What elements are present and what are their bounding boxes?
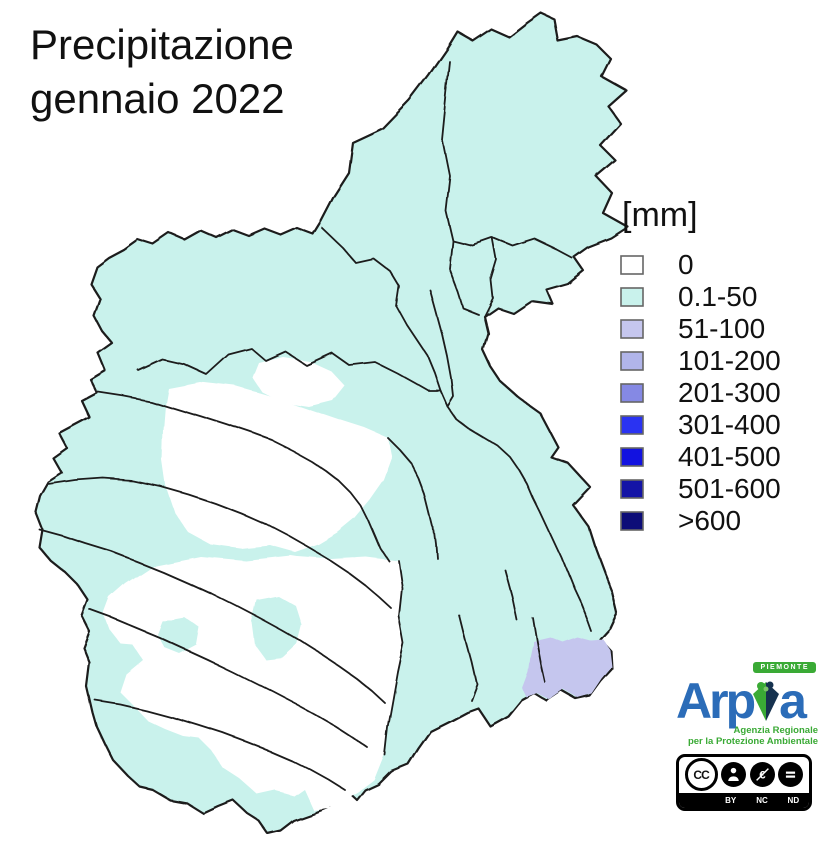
map-title-line1: Precipitazione bbox=[30, 21, 294, 68]
cc-license-icons: CC € bbox=[679, 757, 809, 793]
arpa-tagline-line1: Agenzia Regionale bbox=[733, 725, 818, 736]
person-icon bbox=[728, 768, 739, 782]
cc-license-labels: BY NC ND bbox=[679, 792, 809, 808]
legend-label: 0.1-50 bbox=[678, 281, 758, 312]
mid-precip-area-southeast bbox=[522, 637, 612, 700]
legend-row-1: 0.1-50 bbox=[620, 281, 781, 313]
legend-swatch-rect bbox=[620, 415, 644, 435]
zero-precip-area-north bbox=[252, 356, 344, 406]
legend-swatch-4 bbox=[620, 383, 644, 403]
legend-swatch-1 bbox=[620, 287, 644, 307]
legend-row-8: >600 bbox=[620, 505, 781, 537]
legend-label: 401-500 bbox=[678, 441, 781, 472]
low-precip-patch-1 bbox=[158, 618, 200, 654]
cc-nc-label: NC bbox=[756, 795, 768, 805]
legend-swatch-2 bbox=[620, 319, 644, 339]
legend-row-7: 501-600 bbox=[620, 473, 781, 505]
cc-icon: CC bbox=[684, 758, 718, 792]
legend-swatch-rect bbox=[620, 287, 644, 307]
legend-label: 201-300 bbox=[678, 377, 781, 408]
cc-by-icon bbox=[721, 762, 747, 788]
legend-swatch-8 bbox=[620, 511, 644, 531]
piemonte-banner: PIEMONTE bbox=[753, 662, 816, 673]
arpa-wordmark-left: Arp bbox=[676, 673, 756, 729]
map-title-line2: gennaio 2022 bbox=[30, 74, 285, 122]
legend-row-5: 301-400 bbox=[620, 409, 781, 441]
crossed-euro-icon: € bbox=[755, 768, 769, 782]
map-title: Precipitazione gennaio 2022 bbox=[30, 18, 294, 126]
cc-license-badge: CC € BY NC bbox=[676, 753, 812, 811]
legend-row-6: 401-500 bbox=[620, 441, 781, 473]
legend-swatch-3 bbox=[620, 351, 644, 371]
legend-swatch-rect bbox=[620, 255, 644, 275]
legend-swatch-rect bbox=[620, 319, 644, 339]
arpa-wordmark-right: a bbox=[779, 673, 807, 729]
cc-by-label: BY bbox=[725, 795, 737, 805]
legend-title: [mm] bbox=[622, 196, 698, 234]
arpa-kite-icon bbox=[753, 681, 780, 721]
arpa-tagline-line2: per la Protezione Ambientale bbox=[687, 736, 818, 748]
cc-nc-icon: € bbox=[749, 762, 775, 788]
legend-swatch-rect bbox=[620, 479, 644, 499]
zero-precip-area-west bbox=[162, 382, 392, 552]
legend-label: >600 bbox=[678, 505, 742, 536]
legend-label: 0 bbox=[678, 249, 694, 280]
legend-swatch-0 bbox=[620, 255, 644, 275]
arpa-wordmark: Arp a bbox=[676, 672, 818, 729]
legend-swatch-6 bbox=[620, 447, 644, 467]
legend-label: 501-600 bbox=[678, 473, 781, 504]
legend-swatch-7 bbox=[620, 479, 644, 499]
legend-swatch-rect bbox=[620, 511, 644, 531]
legend-row-3: 101-200 bbox=[620, 345, 781, 377]
legend-swatch-rect bbox=[620, 383, 644, 403]
legend-row-2: 51-100 bbox=[620, 313, 781, 345]
legend-row-0: 0 bbox=[620, 249, 781, 281]
cc-nd-icon bbox=[778, 762, 804, 788]
legend-row-4: 201-300 bbox=[620, 377, 781, 409]
basin-borders bbox=[39, 61, 592, 791]
cc-nd-label: ND bbox=[787, 795, 800, 805]
legend: [mm] 0 0.1-50 51-100 101-200 201-300 301… bbox=[620, 196, 781, 537]
legend-label: 51-100 bbox=[678, 313, 766, 344]
legend-label: 301-400 bbox=[678, 409, 781, 440]
arpa-logo-block: PIEMONTE Arp a Agenzia Regionale per la … bbox=[676, 660, 818, 811]
arpa-tagline: Agenzia Regionale per la Protezione Ambi… bbox=[676, 725, 818, 748]
equals-icon bbox=[786, 771, 796, 778]
legend-swatch-5 bbox=[620, 415, 644, 435]
legend-swatch-rect bbox=[620, 351, 644, 371]
legend-swatch-rect bbox=[620, 447, 644, 467]
legend-label: 101-200 bbox=[678, 345, 781, 376]
